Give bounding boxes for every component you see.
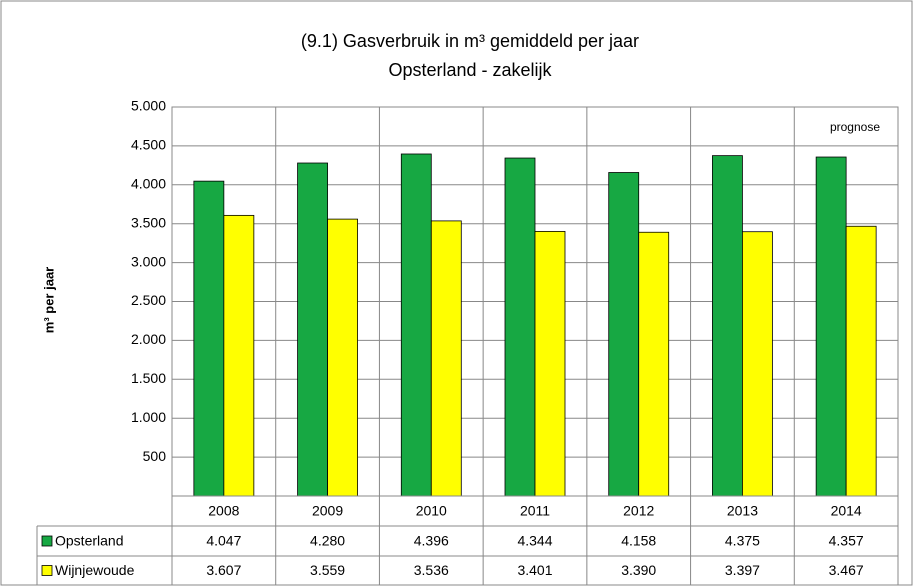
table-value: 3.401 xyxy=(517,562,552,578)
y-tick-label: 1.500 xyxy=(131,370,166,386)
y-tick-label: 2.500 xyxy=(131,292,166,308)
bar xyxy=(815,156,847,497)
table-value: 4.158 xyxy=(621,533,656,549)
chart-title: (9.1) Gasverbruik in m³ gemiddeld per ja… xyxy=(301,31,639,51)
x-tick-label: 2008 xyxy=(208,503,239,519)
y-tick-label: 5.000 xyxy=(131,98,166,114)
annotation: prognose xyxy=(830,120,880,134)
x-tick-label: 2012 xyxy=(623,503,654,519)
bar xyxy=(638,231,670,497)
table-value: 3.536 xyxy=(414,562,449,578)
legend-label: Wijnjewoude xyxy=(55,562,135,578)
table-value: 3.390 xyxy=(621,562,656,578)
bar xyxy=(845,225,877,497)
bar xyxy=(327,218,358,497)
y-tick-label: 3.500 xyxy=(131,214,166,230)
chart-subtitle: Opsterland - zakelijk xyxy=(388,60,552,80)
legend-swatch xyxy=(41,535,53,547)
bar xyxy=(400,153,432,497)
table-value: 4.396 xyxy=(414,533,449,549)
y-tick-label: 500 xyxy=(143,448,167,464)
bar xyxy=(712,155,743,497)
table-value: 4.357 xyxy=(829,533,864,549)
table-value: 3.467 xyxy=(829,562,864,578)
table-value: 4.047 xyxy=(206,533,241,549)
table-value: 3.607 xyxy=(206,562,241,578)
y-tick-label: 4.000 xyxy=(131,176,166,192)
y-axis-label: m³ per jaar xyxy=(41,267,56,333)
table-value: 4.375 xyxy=(725,533,760,549)
bar xyxy=(534,231,566,497)
bar xyxy=(297,162,328,497)
table-value: 3.397 xyxy=(725,562,760,578)
x-tick-label: 2011 xyxy=(520,503,550,519)
bar xyxy=(223,214,255,497)
y-tick-label: 4.500 xyxy=(131,137,166,153)
x-tick-label: 2014 xyxy=(831,503,862,519)
y-tick-label: 3.000 xyxy=(131,253,166,269)
bar xyxy=(504,157,536,497)
y-tick-label: 1.000 xyxy=(131,409,166,425)
x-tick-label: 2009 xyxy=(312,503,343,519)
bar xyxy=(608,172,640,497)
y-tick-label: 2.000 xyxy=(131,331,166,347)
legend-swatch xyxy=(41,565,53,576)
bar xyxy=(742,231,773,497)
bar xyxy=(193,180,225,497)
table-value: 4.344 xyxy=(517,533,552,549)
x-tick-label: 2010 xyxy=(416,503,447,519)
legend-label: Opsterland xyxy=(55,533,123,549)
table-value: 4.280 xyxy=(310,533,345,549)
table-value: 3.559 xyxy=(310,562,345,578)
x-tick-label: 2013 xyxy=(727,503,758,519)
bar xyxy=(430,220,462,497)
